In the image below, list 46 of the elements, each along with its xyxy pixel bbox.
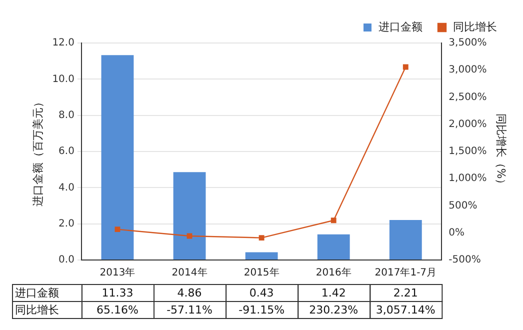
legend-label: 同比增长	[453, 20, 497, 34]
bar	[389, 220, 422, 260]
y2-tick-label: 1,500%	[448, 146, 487, 158]
bar	[317, 234, 350, 260]
y2-tick-label: 2,500%	[448, 92, 487, 103]
bar	[101, 55, 134, 260]
y2-tick-label: -500%	[448, 254, 481, 266]
y-axis-title: 进口金额（百万美元）	[31, 96, 44, 206]
y-tick-label: 6.0	[58, 146, 74, 158]
y2-tick-label: 1,000%	[448, 173, 487, 184]
data-label: -91.15%	[238, 303, 285, 316]
y2-tick-label: 3,500%	[448, 38, 487, 49]
point	[114, 226, 120, 232]
data-label: -57.11%	[166, 303, 212, 316]
point	[330, 218, 336, 224]
data-label: 11.33	[102, 286, 134, 300]
y-tick-label: 0.0	[58, 254, 74, 266]
x-tick-label: 2013年	[100, 266, 136, 279]
y2-tick-label: 500%	[448, 200, 478, 212]
data-label: 65.16%	[96, 303, 138, 316]
y-tick-label: 4.0	[58, 182, 74, 194]
y2-tick-label: 2,000%	[448, 118, 487, 130]
data-label: 4.86	[177, 286, 202, 300]
point	[402, 64, 408, 70]
legend-label: 进口金额	[378, 20, 422, 34]
data-label: 230.23%	[309, 303, 358, 316]
data-label: 1.42	[321, 286, 346, 300]
y-tick-label: 2.0	[58, 218, 74, 230]
bar	[245, 252, 278, 260]
y2-tick-label: 3,000%	[448, 64, 487, 76]
data-label: 3,057.14%	[376, 303, 436, 316]
y2-tick-label: 0%	[448, 227, 465, 238]
x-tick-label: 2017年1-7月	[374, 266, 437, 279]
y2-axis-title: 同比增长（%）	[494, 113, 508, 190]
data-label: 0.43	[249, 286, 274, 300]
text: 进口金额	[15, 286, 59, 300]
point	[258, 235, 264, 241]
x-tick-label: 2016年	[316, 266, 352, 279]
x-tick-label: 2015年	[244, 266, 280, 279]
text: 同比增长	[15, 303, 59, 316]
x-tick-label: 2014年	[172, 266, 208, 279]
bar	[173, 172, 206, 260]
y-tick-label: 10.0	[52, 74, 74, 85]
y-tick-label: 12.0	[52, 38, 74, 49]
data-label: 2.21	[393, 286, 418, 300]
y-tick-label: 8.0	[58, 110, 74, 121]
